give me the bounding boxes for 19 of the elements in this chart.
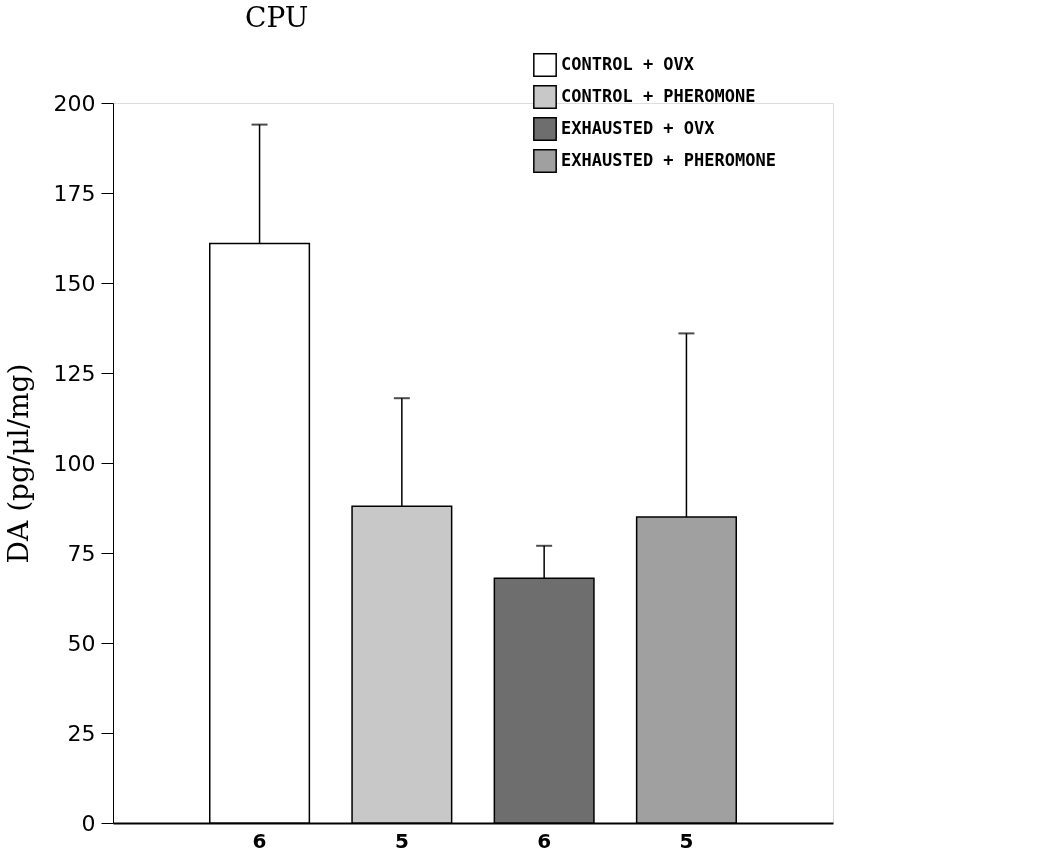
x-tick-label: 5	[679, 828, 694, 853]
x-tick-label: 6	[252, 828, 267, 853]
y-tick-label: 175	[53, 180, 96, 206]
y-tick-label: 150	[53, 270, 96, 296]
y-tick-label: 25	[67, 720, 96, 746]
y-tick-label: 50	[67, 630, 96, 656]
y-tick-label: 75	[67, 540, 96, 566]
chart-title: CPU	[245, 1, 309, 34]
y-tick-label: 0	[81, 810, 96, 836]
y-tick-label: 125	[53, 360, 96, 386]
y-axis-title: DA (pg/μl/mg)	[1, 363, 35, 564]
x-tick-label: 6	[537, 828, 552, 853]
y-tick-label: 100	[53, 450, 96, 476]
legend-label: CONTROL + PHEROMONE	[561, 86, 756, 106]
legend-label: EXHAUSTED + PHEROMONE	[561, 150, 776, 170]
legend-label: CONTROL + OVX	[561, 54, 695, 74]
y-tick-label: 200	[53, 90, 96, 116]
legend-label: EXHAUSTED + OVX	[561, 118, 716, 138]
x-tick-label: 5	[394, 828, 409, 853]
